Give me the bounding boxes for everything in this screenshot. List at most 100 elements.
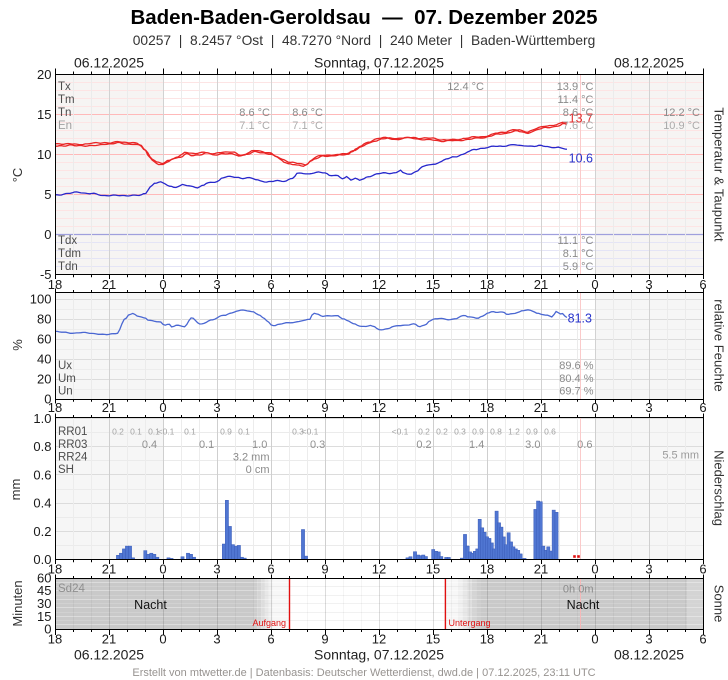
svg-text:18: 18: [480, 562, 494, 577]
svg-text:relative Feuchte: relative Feuchte: [712, 299, 727, 392]
svg-text:20: 20: [37, 67, 51, 82]
svg-text:Sonne: Sonne: [712, 585, 727, 623]
svg-text:0.9: 0.9: [526, 427, 538, 437]
svg-text:00257 | 8.2457 °Ost | 48.7: 00257 | 8.2457 °Ost | 48.7270 °Nord | 24…: [133, 33, 596, 48]
svg-text:0.0: 0.0: [33, 552, 51, 567]
svg-text:0: 0: [44, 227, 51, 242]
svg-text:21: 21: [534, 562, 548, 577]
svg-text:21: 21: [102, 562, 116, 577]
svg-text:0: 0: [591, 632, 598, 647]
svg-text:3: 3: [645, 400, 652, 415]
svg-text:Um: Um: [58, 373, 76, 385]
svg-text:Tm: Tm: [58, 94, 75, 106]
svg-text:80.4 %: 80.4 %: [559, 373, 593, 385]
svg-text:15: 15: [37, 609, 51, 624]
svg-text:0.3: 0.3: [454, 427, 466, 437]
svg-text:7.6 °C: 7.6 °C: [563, 120, 594, 132]
svg-text:0: 0: [591, 400, 598, 415]
svg-text:40: 40: [37, 352, 51, 367]
svg-text:7.1 °C: 7.1 °C: [239, 120, 270, 132]
svg-text:Tdn: Tdn: [58, 261, 78, 273]
svg-text:0.1: 0.1: [199, 439, 214, 451]
svg-text:6: 6: [699, 277, 706, 292]
svg-text:11.4 °C: 11.4 °C: [558, 94, 594, 106]
svg-text:8.6 °C: 8.6 °C: [563, 107, 594, 119]
svg-text:0.3: 0.3: [292, 427, 304, 437]
svg-text:0.4: 0.4: [142, 439, 157, 451]
svg-text:21: 21: [534, 277, 548, 292]
svg-text:5.5 mm: 5.5 mm: [662, 450, 699, 462]
svg-text:8.6 °C: 8.6 °C: [292, 107, 323, 119]
svg-text:0.4: 0.4: [33, 496, 51, 511]
svg-text:9: 9: [321, 562, 328, 577]
svg-text:Ux: Ux: [58, 360, 72, 372]
svg-text:0.3: 0.3: [310, 439, 325, 451]
svg-text:3: 3: [213, 632, 220, 647]
svg-text:6: 6: [267, 400, 274, 415]
svg-text:0: 0: [591, 277, 598, 292]
svg-text:21: 21: [102, 632, 116, 647]
svg-text:0.2: 0.2: [418, 427, 430, 437]
svg-text:°C: °C: [10, 168, 25, 183]
svg-text:0 cm: 0 cm: [246, 464, 270, 476]
svg-text:5: 5: [44, 187, 51, 202]
svg-text:0.9: 0.9: [472, 427, 484, 437]
svg-text:6: 6: [267, 277, 274, 292]
svg-text:6: 6: [699, 400, 706, 415]
svg-text:3.0: 3.0: [525, 439, 540, 451]
svg-text:21: 21: [534, 632, 548, 647]
svg-text:Tn: Tn: [58, 107, 71, 119]
svg-text:0.6: 0.6: [577, 439, 592, 451]
svg-text:0.6: 0.6: [544, 427, 556, 437]
svg-text:21: 21: [102, 400, 116, 415]
svg-text:SH: SH: [58, 464, 74, 476]
svg-text:0h 0m: 0h 0m: [563, 584, 594, 596]
svg-text:9: 9: [321, 400, 328, 415]
svg-text:mm: mm: [8, 479, 23, 501]
svg-text:6: 6: [699, 632, 706, 647]
svg-text:RR24: RR24: [58, 452, 88, 464]
svg-text:45: 45: [37, 583, 51, 598]
svg-text:0.1: 0.1: [148, 427, 160, 437]
svg-text:Niederschlag: Niederschlag: [712, 450, 727, 526]
svg-text:Nacht: Nacht: [567, 598, 600, 612]
svg-text:Aufgang: Aufgang: [252, 618, 286, 628]
svg-text:3: 3: [645, 562, 652, 577]
svg-text:13.7: 13.7: [569, 112, 593, 126]
svg-text:08.12.2025: 08.12.2025: [614, 55, 684, 71]
svg-text:<0.1: <0.1: [158, 427, 175, 437]
svg-text:0: 0: [44, 622, 51, 637]
svg-text:13.9 °C: 13.9 °C: [557, 81, 594, 93]
svg-text:6: 6: [267, 562, 274, 577]
svg-text:0.2: 0.2: [112, 427, 124, 437]
svg-text:0.8: 0.8: [490, 427, 502, 437]
svg-text:0.2: 0.2: [33, 524, 51, 539]
svg-text:0.2: 0.2: [416, 439, 431, 451]
svg-text:Un: Un: [58, 386, 73, 398]
svg-text:12: 12: [372, 400, 386, 415]
svg-text:18: 18: [48, 632, 62, 647]
svg-text:3: 3: [645, 632, 652, 647]
svg-text:1.2: 1.2: [508, 427, 520, 437]
svg-text:0.1: 0.1: [130, 427, 142, 437]
svg-text:0.1: 0.1: [238, 427, 250, 437]
svg-text:0.2: 0.2: [436, 427, 448, 437]
svg-text:3: 3: [213, 277, 220, 292]
svg-text:0: 0: [159, 277, 166, 292]
svg-text:10: 10: [37, 147, 51, 162]
svg-text:3.2 mm: 3.2 mm: [233, 452, 270, 464]
svg-text:10.9 °C: 10.9 °C: [663, 120, 700, 132]
svg-text:15: 15: [426, 632, 440, 647]
svg-text:0.1: 0.1: [184, 427, 196, 437]
svg-text:80: 80: [37, 312, 51, 327]
svg-text:06.12.2025: 06.12.2025: [74, 647, 144, 663]
svg-text:6: 6: [699, 562, 706, 577]
svg-text:6: 6: [267, 632, 274, 647]
svg-text:%: %: [10, 339, 25, 351]
svg-text:60: 60: [37, 571, 51, 586]
svg-text:18: 18: [480, 277, 494, 292]
svg-text:<0.1: <0.1: [392, 427, 409, 437]
svg-text:12: 12: [372, 562, 386, 577]
svg-text:Tx: Tx: [58, 81, 71, 93]
svg-text:5.9 °C: 5.9 °C: [563, 261, 594, 273]
